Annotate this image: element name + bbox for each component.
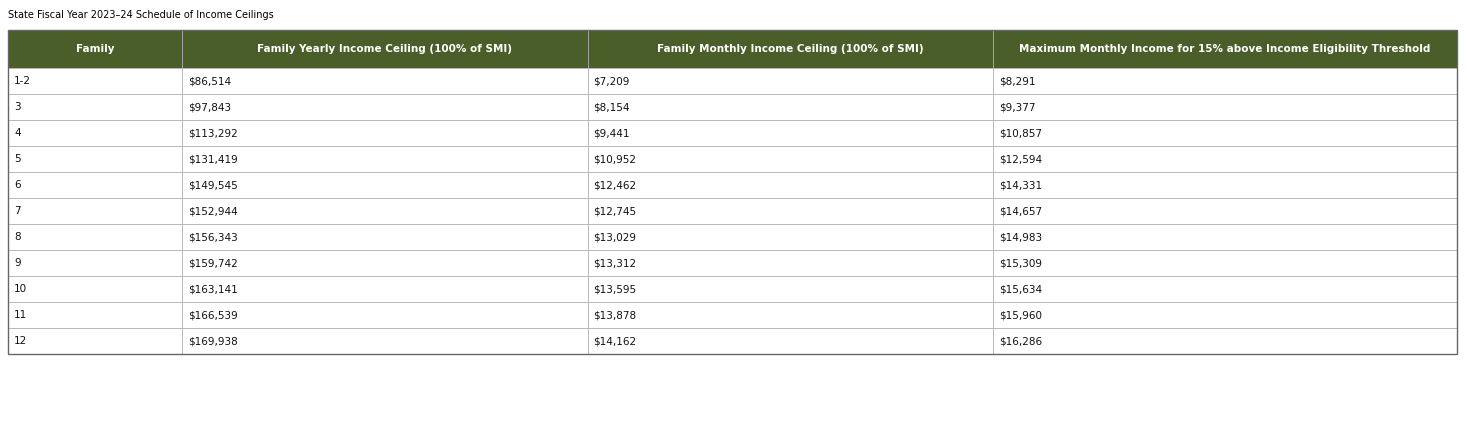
Bar — [7, 30, 1457, 354]
Text: Family Monthly Income Ceiling (100% of SMI): Family Monthly Income Ceiling (100% of S… — [657, 44, 924, 54]
Text: $15,634: $15,634 — [999, 284, 1043, 294]
Bar — [588, 250, 993, 276]
Text: Maximum Monthly Income for 15% above Income Eligibility Threshold: Maximum Monthly Income for 15% above Inc… — [1020, 44, 1430, 54]
Bar — [588, 224, 993, 250]
Bar — [182, 94, 588, 120]
Text: 6: 6 — [15, 180, 21, 190]
Bar — [182, 198, 588, 224]
Text: $152,944: $152,944 — [188, 206, 238, 216]
Text: $97,843: $97,843 — [188, 102, 230, 112]
Text: $15,960: $15,960 — [999, 310, 1043, 320]
Bar — [182, 30, 588, 68]
Bar — [7, 68, 182, 94]
Text: Family: Family — [76, 44, 114, 54]
Text: 10: 10 — [15, 284, 26, 294]
Text: $16,286: $16,286 — [999, 336, 1043, 346]
Text: $86,514: $86,514 — [188, 76, 230, 86]
Text: $12,594: $12,594 — [999, 154, 1043, 164]
Bar — [182, 68, 588, 94]
Text: 3: 3 — [15, 102, 21, 112]
Bar — [7, 276, 182, 302]
Bar — [993, 302, 1457, 328]
Bar — [993, 68, 1457, 94]
Bar — [182, 302, 588, 328]
Text: $169,938: $169,938 — [188, 336, 238, 346]
Text: $9,377: $9,377 — [999, 102, 1036, 112]
Bar — [588, 276, 993, 302]
Bar — [7, 94, 182, 120]
Text: $14,657: $14,657 — [999, 206, 1043, 216]
Bar — [182, 224, 588, 250]
Bar — [7, 328, 182, 354]
Bar — [588, 120, 993, 146]
Text: $113,292: $113,292 — [188, 128, 238, 138]
Bar — [993, 94, 1457, 120]
Bar — [182, 120, 588, 146]
Bar — [588, 302, 993, 328]
Text: $163,141: $163,141 — [188, 284, 238, 294]
Bar — [7, 120, 182, 146]
Text: $14,162: $14,162 — [594, 336, 637, 346]
Text: $13,029: $13,029 — [594, 232, 637, 242]
Bar — [182, 276, 588, 302]
Bar — [588, 328, 993, 354]
Bar — [993, 198, 1457, 224]
Bar — [993, 224, 1457, 250]
Bar — [993, 328, 1457, 354]
Bar — [7, 198, 182, 224]
Text: $8,291: $8,291 — [999, 76, 1036, 86]
Text: 11: 11 — [15, 310, 28, 320]
Bar — [182, 328, 588, 354]
Text: $13,312: $13,312 — [594, 258, 637, 268]
Text: $9,441: $9,441 — [594, 128, 631, 138]
Text: $14,983: $14,983 — [999, 232, 1043, 242]
Bar — [993, 120, 1457, 146]
Bar — [588, 94, 993, 120]
Bar — [993, 30, 1457, 68]
Text: $10,952: $10,952 — [594, 154, 637, 164]
Bar — [7, 302, 182, 328]
Bar — [588, 146, 993, 172]
Text: 4: 4 — [15, 128, 21, 138]
Text: $12,745: $12,745 — [594, 206, 637, 216]
Bar — [7, 146, 182, 172]
Text: $13,595: $13,595 — [594, 284, 637, 294]
Text: $149,545: $149,545 — [188, 180, 238, 190]
Text: 5: 5 — [15, 154, 21, 164]
Text: State Fiscal Year 2023–24 Schedule of Income Ceilings: State Fiscal Year 2023–24 Schedule of In… — [7, 10, 274, 20]
Bar — [588, 198, 993, 224]
Text: $7,209: $7,209 — [594, 76, 629, 86]
Text: $131,419: $131,419 — [188, 154, 238, 164]
Text: $8,154: $8,154 — [594, 102, 631, 112]
Bar — [7, 172, 182, 198]
Text: $12,462: $12,462 — [594, 180, 637, 190]
Bar — [7, 30, 182, 68]
Bar — [7, 250, 182, 276]
Text: $10,857: $10,857 — [999, 128, 1043, 138]
Text: Family Yearly Income Ceiling (100% of SMI): Family Yearly Income Ceiling (100% of SM… — [257, 44, 512, 54]
Bar — [182, 250, 588, 276]
Text: $166,539: $166,539 — [188, 310, 238, 320]
Text: $156,343: $156,343 — [188, 232, 238, 242]
Bar — [182, 146, 588, 172]
Text: $159,742: $159,742 — [188, 258, 238, 268]
Bar — [588, 68, 993, 94]
Text: $15,309: $15,309 — [999, 258, 1043, 268]
Text: 9: 9 — [15, 258, 21, 268]
Text: $14,331: $14,331 — [999, 180, 1043, 190]
Bar — [7, 224, 182, 250]
Bar — [588, 30, 993, 68]
Bar — [182, 172, 588, 198]
Text: 7: 7 — [15, 206, 21, 216]
Bar — [993, 146, 1457, 172]
Text: 1-2: 1-2 — [15, 76, 31, 86]
Bar — [993, 172, 1457, 198]
Bar — [588, 172, 993, 198]
Text: 8: 8 — [15, 232, 21, 242]
Text: 12: 12 — [15, 336, 28, 346]
Text: $13,878: $13,878 — [594, 310, 637, 320]
Bar — [993, 276, 1457, 302]
Bar — [993, 250, 1457, 276]
